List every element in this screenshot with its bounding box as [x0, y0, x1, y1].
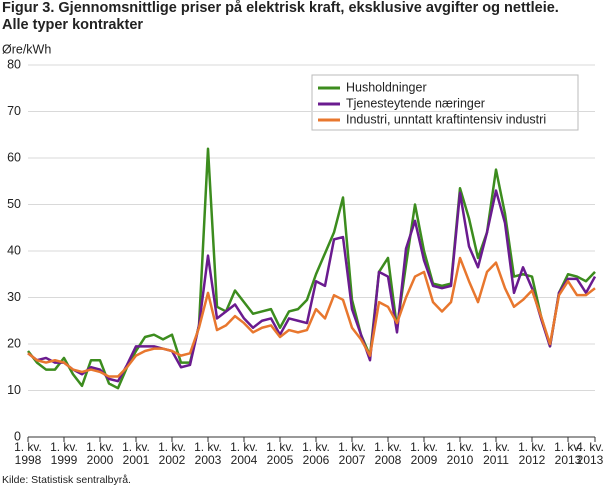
y-tick-label: 50	[7, 197, 21, 211]
y-tick-label: 0	[14, 429, 21, 443]
legend-label: Industri, unntatt kraftintensiv industri	[346, 112, 546, 126]
y-tick-label: 10	[7, 383, 21, 397]
legend-label: Husholdninger	[346, 80, 427, 94]
x-tick-label: 1. kv. 2009	[410, 440, 438, 467]
x-tick-label: 1. kv. 2002	[158, 440, 186, 467]
x-tick-label: 4. kv. 2013	[576, 440, 604, 467]
source: Kilde: Statistisk sentralbyrå.	[2, 474, 131, 486]
x-tick-label: 1. kv. 2003	[194, 440, 222, 467]
y-tick-label: 80	[7, 57, 21, 71]
line-series	[27, 147, 596, 390]
x-tick-label: 1. kv. 2010	[446, 440, 474, 467]
x-tick-label: 1. kv. 2006	[302, 440, 330, 467]
y-axis-label: Øre/kWh	[2, 42, 51, 56]
x-tick-label: 1. kv. 2001	[122, 440, 150, 467]
legend-box	[311, 74, 579, 131]
y-tick-label: 40	[7, 243, 21, 257]
x-tick-label: 1. kv. 2008	[374, 440, 402, 467]
legend-label: Tjenesteytende næringer	[346, 96, 485, 110]
x-tick-label: 1. kv. 2004	[230, 440, 258, 467]
x-tick-label: 1. kv. 2011	[482, 440, 510, 467]
y-tick-label: 30	[7, 290, 21, 304]
line-series	[27, 256, 596, 378]
x-tick-label: 1. kv. 2005	[266, 440, 294, 467]
y-tick-label: 60	[7, 150, 21, 164]
x-tick-label: 1. kv. 1998	[14, 440, 42, 467]
x-tick-label: 1. kv. 2012	[518, 440, 546, 467]
x-tick-label: 1. kv. 2013	[554, 440, 582, 467]
y-tick-label: 20	[7, 336, 21, 350]
x-tick-label: 1. kv. 2007	[338, 440, 366, 467]
y-tick-label: 70	[7, 104, 21, 118]
x-tick-label: 1. kv. 2000	[86, 440, 114, 467]
x-tick-label: 1. kv. 1999	[50, 440, 78, 467]
chart-title: Figur 3. Gjennomsnittlige priser på elek…	[2, 0, 559, 33]
